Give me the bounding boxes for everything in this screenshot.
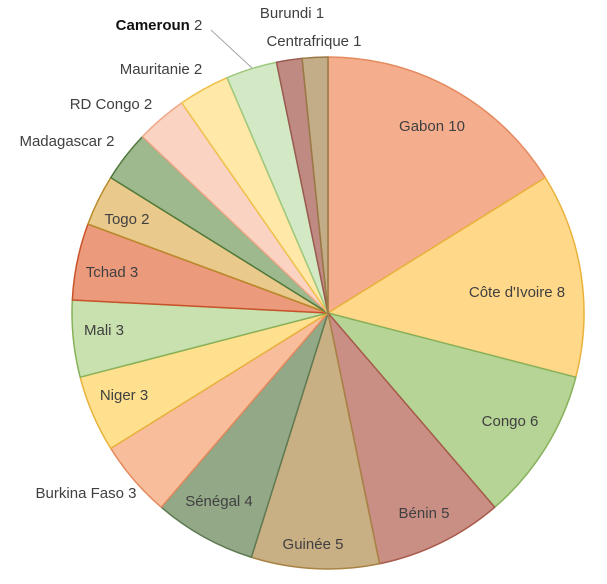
slice-label-value: 5: [331, 536, 344, 553]
slice-label-name: Sénégal: [185, 493, 240, 510]
pie-slice-b-nin: [327, 312, 496, 565]
slice-label: Togo 2: [104, 211, 149, 228]
slice-label: Tchad 3: [86, 264, 139, 281]
slice-label-name: RD Congo: [70, 96, 140, 113]
slice-label-value: 2: [140, 96, 153, 113]
slice-label-value: 1: [312, 5, 325, 22]
slice-label-value: 3: [136, 387, 149, 404]
slice-label: Bénin 5: [399, 505, 450, 522]
slice-label: Côte d'Ivoire 8: [469, 284, 565, 301]
slice-label-value: 6: [526, 413, 539, 430]
slice-label-value: 2: [190, 17, 203, 34]
slice-label-value: 3: [124, 485, 137, 502]
slice-label-name: Centrafrique: [266, 33, 349, 50]
slice-label: Centrafrique 1: [266, 33, 361, 50]
slice-label-name: Burundi: [260, 5, 312, 22]
slice-label-name: Mauritanie: [120, 61, 190, 78]
slice-label-value: 2: [190, 61, 203, 78]
slice-label: Congo 6: [482, 413, 539, 430]
pie-slice-centrafrique: [301, 56, 329, 314]
leader-lines: [210, 29, 253, 69]
slice-label-value: 2: [137, 211, 150, 228]
slice-label: Cameroun 2: [116, 17, 203, 34]
slice-label: Madagascar 2: [19, 133, 114, 150]
pie-slice-c-te-d-ivoire: [327, 176, 585, 378]
slice-label-name: Guinée: [283, 536, 331, 553]
slice-label-name: Gabon: [399, 118, 444, 135]
slice-label-name: Togo: [104, 211, 137, 228]
pie-slice-gabon: [327, 56, 546, 314]
slice-label: Burkina Faso 3: [36, 485, 137, 502]
slice-label-name: Cameroun: [116, 17, 190, 34]
slice-label: Sénégal 4: [185, 493, 253, 510]
slice-label-name: Mali: [84, 322, 112, 339]
slice-label: Guinée 5: [283, 536, 344, 553]
slice-label: Mauritanie 2: [120, 61, 203, 78]
pie-slice-congo: [327, 312, 577, 508]
slice-label: Mali 3: [84, 322, 124, 339]
slice-label-value: 4: [240, 493, 253, 510]
pie-slice-guin-e: [250, 312, 381, 570]
slice-label-name: Niger: [100, 387, 136, 404]
slice-label-name: Burkina Faso: [36, 485, 124, 502]
slice-label-value: 2: [102, 133, 115, 150]
slice-label-value: 3: [112, 322, 125, 339]
slice-label: Niger 3: [100, 387, 148, 404]
slice-label-value: 3: [126, 264, 139, 281]
slice-label-name: Côte d'Ivoire: [469, 284, 553, 301]
slice-label-name: Madagascar: [19, 133, 102, 150]
leader-line: [210, 29, 253, 69]
slice-label-value: 5: [437, 505, 450, 522]
slice-label-value: 1: [349, 33, 362, 50]
slice-label: Burundi 1: [260, 5, 324, 22]
slice-label-value: 8: [553, 284, 566, 301]
slice-label: RD Congo 2: [70, 96, 153, 113]
slice-label-value: 10: [444, 118, 465, 135]
slice-label-name: Bénin: [399, 505, 437, 522]
slice-label-name: Tchad: [86, 264, 126, 281]
slice-label-name: Congo: [482, 413, 526, 430]
pie-slices: [71, 56, 585, 570]
slice-label: Gabon 10: [399, 118, 465, 135]
